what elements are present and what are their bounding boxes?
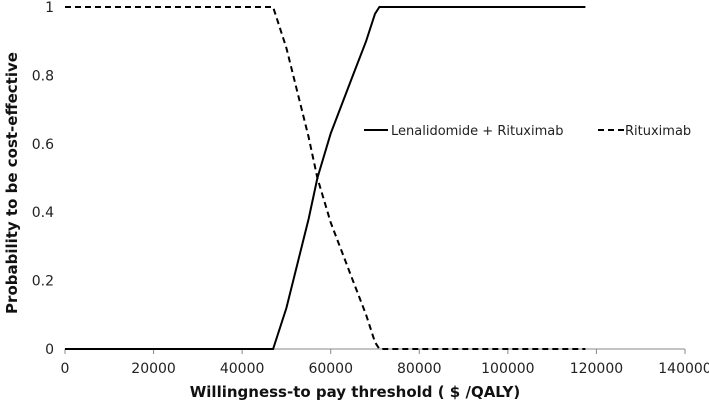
y-tick-label: 1 [45,0,54,16]
x-tick-label: 100000 [481,361,534,377]
series-line-lenalidomide-rituximab [65,6,586,350]
y-tick-label: 0.8 [32,68,54,84]
x-tick-label: 0 [61,361,70,377]
x-tick-label: 40000 [220,361,265,377]
legend-label-lenalidomide-rituximab: Lenalidomide + Rituximab [391,124,564,139]
x-axis-ticks: 0 20000 40000 60000 80000 100000 120000 140000 [61,349,709,377]
y-tick-label: 0.6 [32,137,54,153]
y-axis-title: Probability to be cost-effective [3,52,21,314]
series-line-rituximab [65,6,586,350]
x-tick-label: 20000 [131,361,176,377]
legend-label-rituximab: Rituximab [625,124,691,139]
x-tick-label: 80000 [397,361,442,377]
y-tick-label: 0.4 [32,205,54,221]
legend: Lenalidomide + Rituximab Rituximab [364,124,691,139]
y-tick-label: 0.2 [32,274,54,290]
x-tick-label: 60000 [308,361,353,377]
x-tick-label: 140000 [658,361,709,377]
y-axis-ticks: 0 0.2 0.4 0.6 0.8 1 [32,0,54,358]
series-group [65,6,586,350]
y-tick-label: 0 [45,342,54,358]
x-tick-label: 120000 [570,361,623,377]
x-axis-title: Willingness-to pay threshold ( $ /QALY) [190,383,521,401]
